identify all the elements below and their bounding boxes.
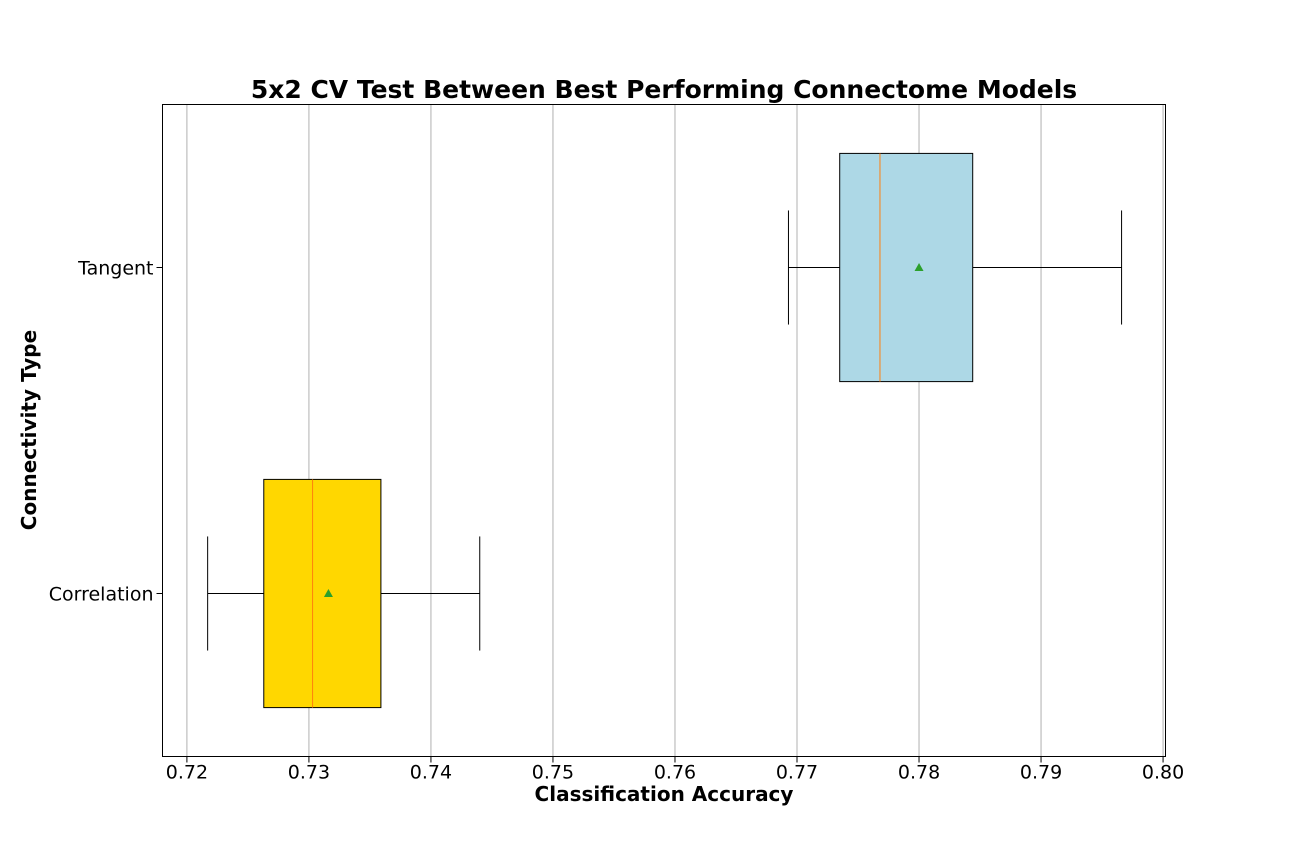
x-tick-label: 0.80 — [1142, 762, 1184, 784]
plot-frame — [162, 104, 1166, 757]
y-axis-label: Connectivity Type — [17, 330, 41, 530]
mean-marker — [914, 263, 924, 271]
x-tick-label: 0.74 — [410, 762, 452, 784]
x-tick-label: 0.73 — [288, 762, 330, 784]
x-tick-label: 0.76 — [654, 762, 696, 784]
x-tick-label: 0.72 — [166, 762, 208, 784]
x-axis-ticks: 0.72 0.73 0.74 0.75 0.76 0.77 0.78 0.79 0.80 — [166, 756, 1184, 784]
box-rect — [263, 478, 382, 709]
x-axis-label: Classification Accuracy — [535, 782, 794, 806]
box-rect — [839, 152, 974, 383]
box-correlation — [207, 478, 481, 709]
y-tick-label: Correlation — [49, 584, 154, 606]
box-group — [207, 152, 1123, 709]
y-axis-ticks: Correlation Tangent — [49, 258, 163, 606]
x-tick-label: 0.79 — [1020, 762, 1062, 784]
mean-marker — [323, 589, 333, 597]
chart-title: 5x2 CV Test Between Best Performing Conn… — [251, 75, 1077, 104]
x-tick-label: 0.75 — [532, 762, 574, 784]
y-tick-label: Tangent — [77, 258, 153, 280]
x-tick-label: 0.77 — [776, 762, 818, 784]
box-tangent — [787, 152, 1123, 383]
x-tick-label: 0.78 — [898, 762, 940, 784]
